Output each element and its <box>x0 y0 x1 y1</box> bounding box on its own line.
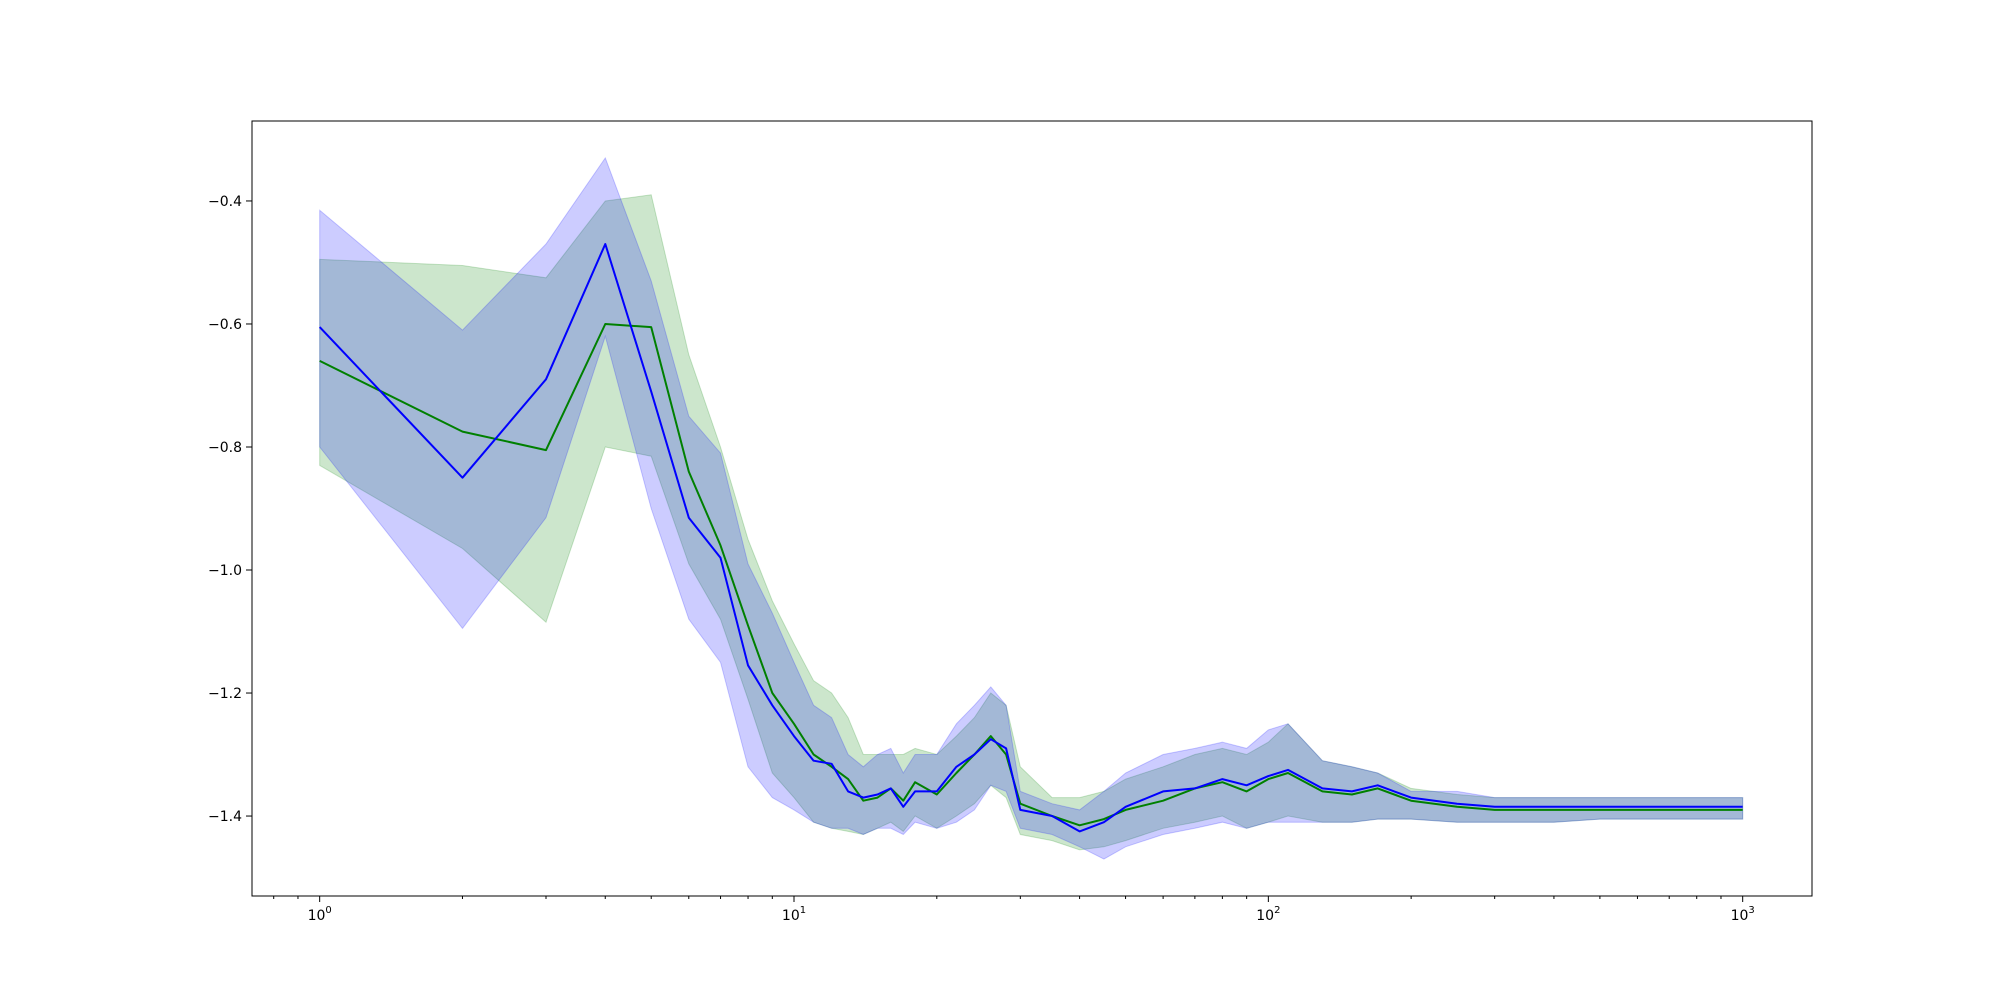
y-tick-label: −1.4 <box>208 809 242 825</box>
plot-frame <box>251 120 1813 897</box>
series-lines <box>318 243 1743 833</box>
y-tick-label: −1.2 <box>208 686 242 702</box>
y-tick-label: −0.6 <box>208 317 242 333</box>
series-0-band <box>319 194 1744 851</box>
y-tick-label: −0.8 <box>208 440 242 456</box>
y-tick-label: −1.0 <box>208 563 242 579</box>
y-tick-label: −0.4 <box>208 194 242 210</box>
x-tick-base: 10 <box>308 908 326 924</box>
series-1-line <box>318 243 1743 833</box>
x-tick-base: 10 <box>1731 908 1749 924</box>
y-axis: −0.4 −0.6 −0.8 −1.0 −1.2 −1.4 <box>208 194 252 825</box>
x-tick-label: 100 <box>308 905 332 924</box>
x-tick-exponent: 3 <box>1748 905 1754 916</box>
x-tick-base: 10 <box>782 908 800 924</box>
x-tick-label: 102 <box>1256 905 1280 924</box>
x-tick-label: 101 <box>782 905 806 924</box>
x-axis: 100 101 102 103 <box>273 896 1755 924</box>
x-tick-label: 103 <box>1731 905 1755 924</box>
confidence-bands <box>319 156 1744 860</box>
series-1-band <box>319 156 1744 860</box>
series-0-line <box>319 323 1743 827</box>
x-tick-exponent: 0 <box>325 905 331 916</box>
x-tick-exponent: 2 <box>1274 905 1280 916</box>
x-tick-base: 10 <box>1256 908 1274 924</box>
x-tick-exponent: 1 <box>800 905 806 916</box>
